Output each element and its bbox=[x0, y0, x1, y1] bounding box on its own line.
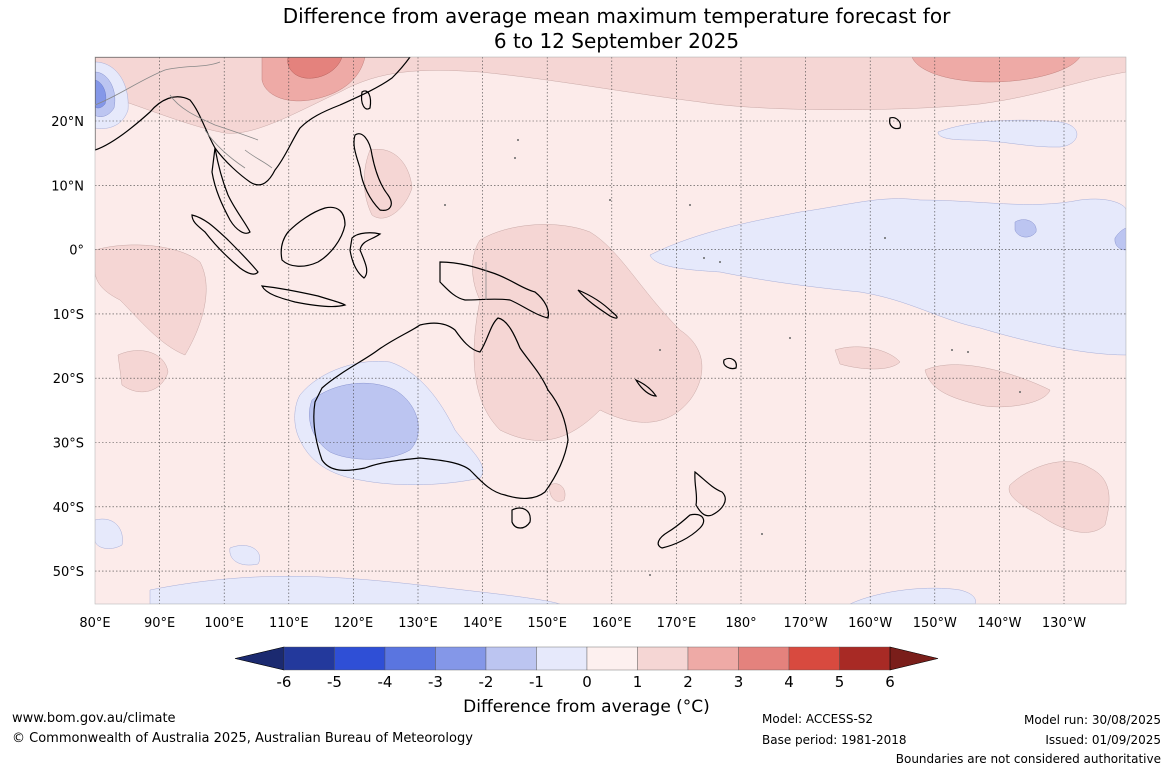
colorbar: -6 -5 -4 -3 -2 -1 0 1 2 3 4 5 6 bbox=[234, 646, 939, 691]
map-title-line2: 6 to 12 September 2025 bbox=[493, 29, 740, 53]
java-coastline bbox=[260, 285, 347, 308]
coastlines bbox=[95, 57, 901, 549]
x-tick-label: 160°E bbox=[592, 616, 632, 631]
philippines-coastline bbox=[353, 133, 392, 211]
colorbar-tick-label: 3 bbox=[734, 673, 744, 691]
new-caledonia-coastline bbox=[634, 378, 658, 397]
colorbar-tick-label: -4 bbox=[378, 673, 393, 691]
x-tick-label: 170°W bbox=[784, 616, 828, 631]
y-tick-label: 30°S bbox=[53, 437, 84, 452]
x-tick-label: 140°E bbox=[463, 616, 503, 631]
x-tick-label: 110°E bbox=[269, 616, 309, 631]
colorbar-label: Difference from average (°C) bbox=[463, 697, 710, 717]
colorbar-segment bbox=[334, 646, 386, 671]
base-period: Base period: 1981-2018 bbox=[762, 733, 907, 747]
x-tick-label: 120°E bbox=[334, 616, 374, 631]
y-tick-label: 40°S bbox=[53, 501, 84, 516]
colorbar-segment bbox=[738, 646, 790, 671]
x-tick-label: 80°E bbox=[79, 616, 110, 631]
colorbar-low-extend bbox=[234, 646, 285, 671]
new-guinea-coastline bbox=[439, 261, 550, 319]
borneo-coastline bbox=[280, 206, 346, 267]
x-tick-label: 180° bbox=[725, 616, 756, 631]
colorbar-tick-label: 4 bbox=[784, 673, 794, 691]
map-frame bbox=[94, 56, 1127, 605]
y-tick-label: 0° bbox=[69, 244, 84, 259]
x-axis-tick-labels: 80°E 90°E 100°E 110°E 120°E 130°E 140°E 150°E 16… bbox=[79, 616, 1086, 631]
tasmania-coastline bbox=[511, 507, 531, 529]
colorbar-tick-label: 2 bbox=[683, 673, 693, 691]
x-tick-label: 90°E bbox=[144, 616, 175, 631]
colorbar-segment bbox=[788, 646, 840, 671]
colorbar-segment bbox=[586, 646, 638, 671]
colorbar-tick-label: 5 bbox=[835, 673, 845, 691]
colorbar-high-extend bbox=[889, 646, 939, 671]
y-tick-label: 10°S bbox=[53, 308, 84, 323]
x-tick-label: 130°W bbox=[1042, 616, 1086, 631]
colorbar-segment bbox=[435, 646, 487, 671]
colorbar-tick-label: 6 bbox=[885, 673, 895, 691]
sulawesi-coastline bbox=[349, 232, 382, 279]
new-zealand-south-coastline bbox=[657, 513, 705, 549]
map-plot-area bbox=[95, 57, 1126, 604]
colorbar-segment bbox=[687, 646, 739, 671]
hawaii-coastline bbox=[889, 117, 901, 130]
x-tick-label: 130°E bbox=[398, 616, 438, 631]
x-tick-label: 140°W bbox=[977, 616, 1021, 631]
colorbar-tick-label: -1 bbox=[529, 673, 544, 691]
model-run-date: Model run: 30/08/2025 bbox=[1023, 713, 1161, 727]
small-islands bbox=[444, 139, 1021, 576]
x-tick-label: 150°E bbox=[527, 616, 567, 631]
colorbar-tick-label: 1 bbox=[633, 673, 643, 691]
x-tick-label: 100°E bbox=[204, 616, 244, 631]
colorbar-segment bbox=[536, 646, 588, 671]
y-tick-label: 20°S bbox=[53, 372, 84, 387]
colorbar-segment bbox=[839, 646, 891, 671]
colorbar-segment bbox=[485, 646, 537, 671]
graticule bbox=[95, 57, 1126, 604]
boundaries-note: Boundaries are not considered authoritat… bbox=[895, 752, 1161, 766]
colorbar-tick-label: -2 bbox=[479, 673, 494, 691]
y-tick-label: 10°N bbox=[51, 179, 84, 194]
y-tick-label: 50°S bbox=[53, 565, 84, 580]
colorbar-tick-label: 0 bbox=[582, 673, 592, 691]
australia-coastline bbox=[313, 317, 569, 499]
country-borders bbox=[95, 61, 487, 300]
fiji-coastline bbox=[723, 357, 737, 370]
colorbar-tick-label: -5 bbox=[327, 673, 342, 691]
malay-peninsula-coastline bbox=[211, 147, 251, 234]
model-name: Model: ACCESS-S2 bbox=[762, 712, 874, 726]
issued-date: Issued: 01/09/2025 bbox=[1045, 733, 1161, 747]
y-axis-tick-labels: 20°N 10°N 0° 10°S 20°S 30°S 40°S 50°S bbox=[51, 115, 84, 580]
warm-anomaly-2-3 bbox=[261, 57, 1081, 102]
colorbar-tick-label: -3 bbox=[428, 673, 443, 691]
solomon-islands-coastline bbox=[577, 289, 618, 319]
website-link[interactable]: www.bom.gov.au/climate bbox=[12, 711, 176, 726]
map-title-line1: Difference from average mean maximum tem… bbox=[282, 4, 951, 28]
x-tick-label: 150°W bbox=[913, 616, 957, 631]
new-zealand-coastline bbox=[694, 470, 726, 517]
taiwan-coastline bbox=[360, 90, 372, 110]
colorbar-segment bbox=[637, 646, 689, 671]
sumatra-coastline bbox=[191, 214, 259, 275]
y-tick-label: 20°N bbox=[51, 115, 84, 130]
colorbar-segment bbox=[283, 646, 335, 671]
x-tick-label: 160°W bbox=[848, 616, 892, 631]
mainland-asia-coastline bbox=[95, 57, 411, 186]
copyright-text: © Commonwealth of Australia 2025, Austra… bbox=[12, 731, 473, 746]
map-title: Difference from average mean maximum tem… bbox=[0, 4, 1173, 54]
colorbar-segment bbox=[384, 646, 436, 671]
x-tick-label: 170°E bbox=[657, 616, 697, 631]
colorbar-tick-label: -6 bbox=[277, 673, 292, 691]
